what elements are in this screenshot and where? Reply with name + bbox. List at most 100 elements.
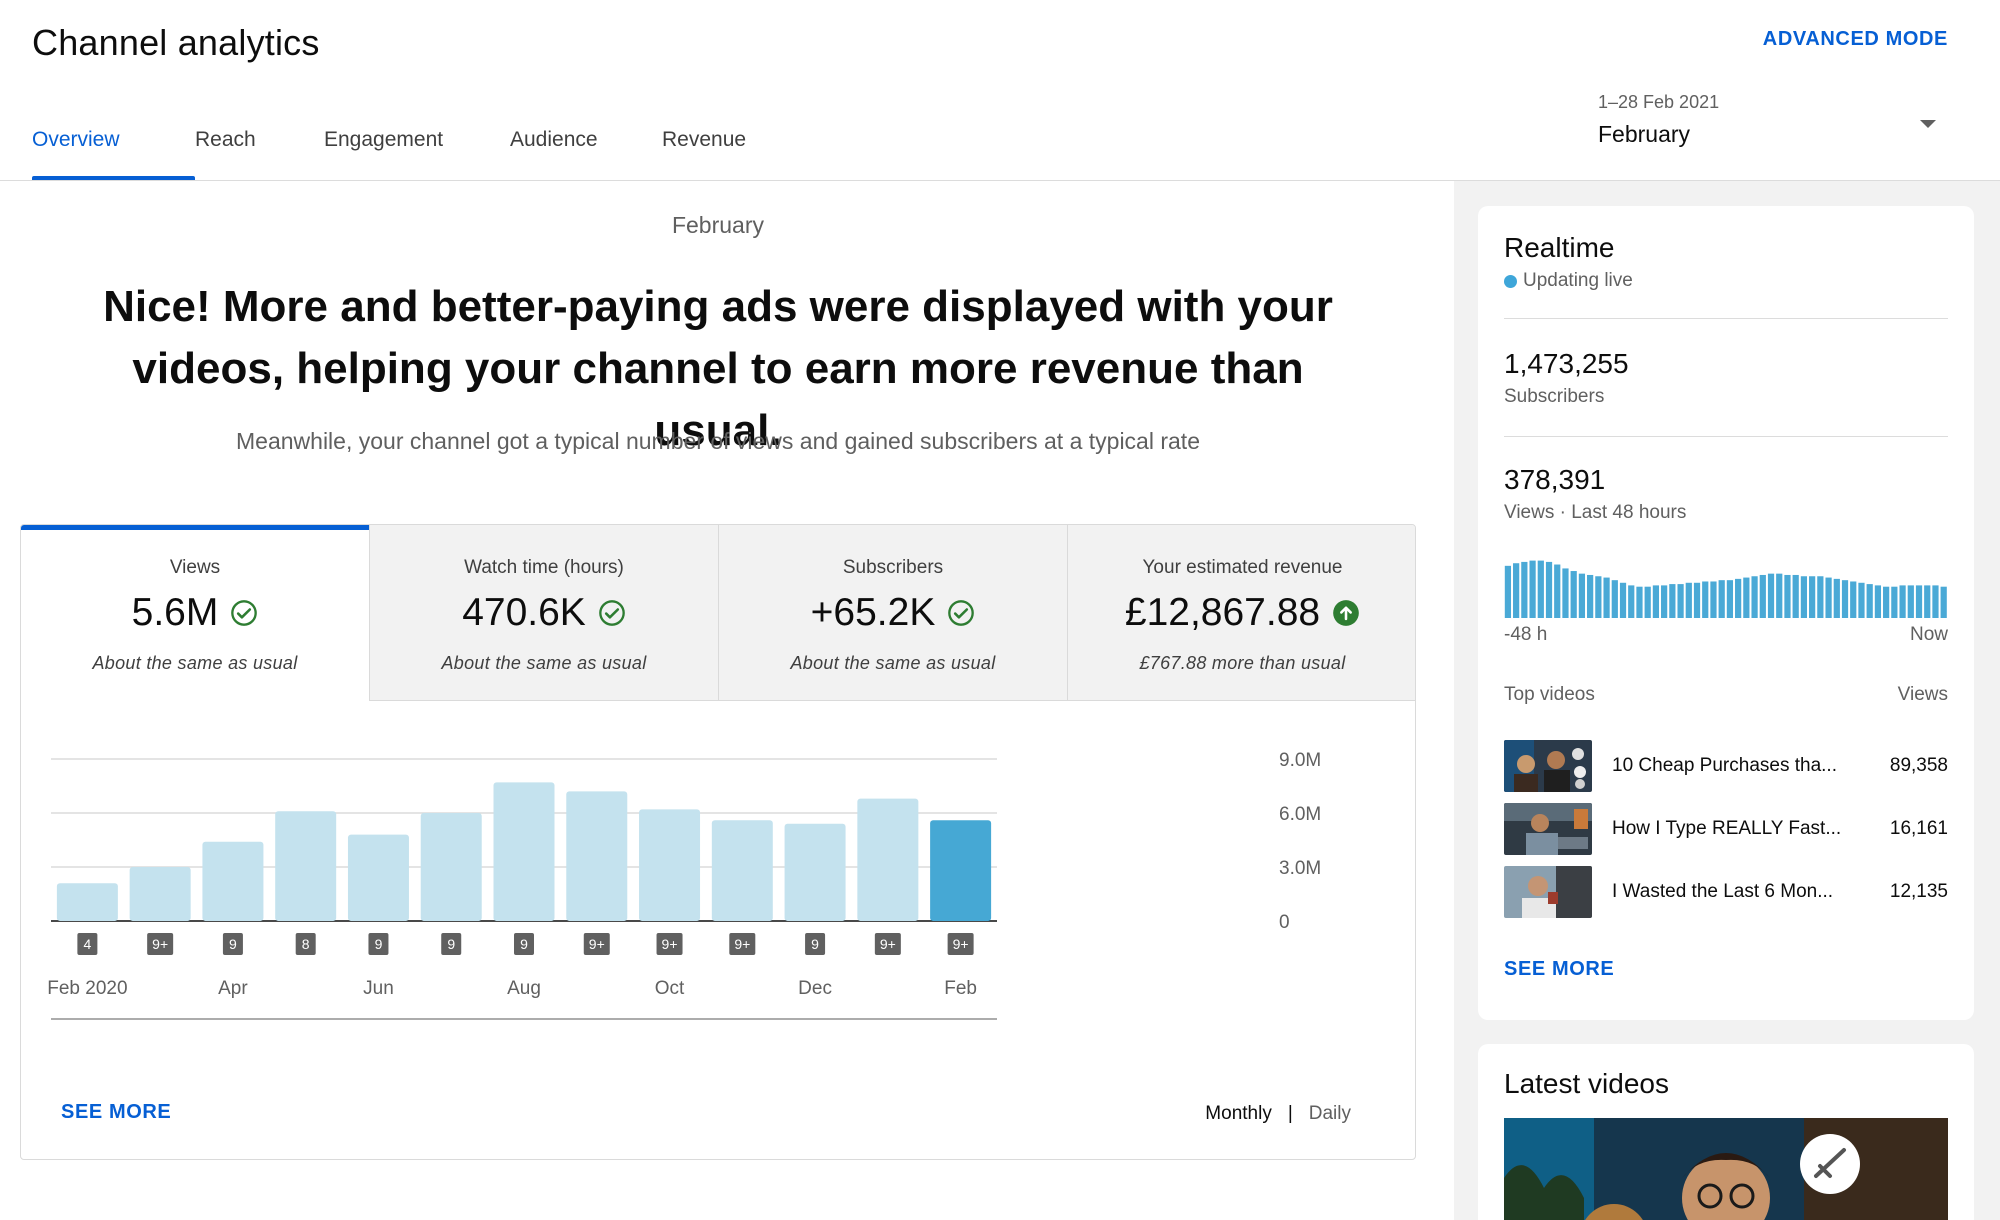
spark-bar — [1767, 573, 1775, 618]
spark-bar — [1718, 580, 1725, 618]
upload-badge — [222, 933, 243, 955]
divider — [1504, 436, 1948, 437]
spark-bar — [1636, 586, 1643, 618]
realtime-sparkline[interactable] — [1504, 554, 1948, 618]
realtime-subscribers-value: 1,473,255 — [1504, 348, 1629, 379]
granularity-toggle: Monthly | Daily — [1205, 1103, 1351, 1125]
realtime-title: Realtime — [1504, 232, 1615, 263]
video-title: I Wasted the Last 6 Mon... — [1612, 881, 1834, 902]
x-tick-label: Feb — [944, 978, 977, 999]
tab-overview[interactable]: Overview — [32, 128, 195, 180]
spark-bar — [1759, 574, 1766, 618]
summary-headline: Nice! More and better-paying ads were di… — [103, 282, 1333, 455]
spark-bar — [1710, 581, 1717, 618]
upload-badge — [77, 933, 98, 955]
upload-badge — [874, 933, 901, 955]
spark-bar — [1521, 561, 1528, 618]
upload-badge — [583, 933, 610, 955]
spark-bar — [1735, 578, 1742, 618]
bar — [202, 841, 264, 921]
spark-bar — [1677, 584, 1684, 618]
spark-bar — [1693, 582, 1701, 618]
metric-note: About the same as usual — [790, 653, 996, 673]
spark-bar — [1841, 580, 1849, 618]
metric-watch-time[interactable]: Watch time (hours) 470.6K About the same… — [370, 525, 719, 701]
spark-bar — [1685, 582, 1692, 618]
spark-bar — [1726, 580, 1734, 618]
spark-bar — [1932, 585, 1939, 618]
upload-badge — [729, 933, 756, 955]
metric-label: Watch time (hours) — [464, 557, 624, 578]
top-video-row[interactable]: I Wasted the Last 6 Mon... 12,135 — [1504, 866, 1948, 918]
metric-revenue[interactable]: Your estimated revenue £12,867.88 £767.8… — [1068, 525, 1415, 701]
latest-video-thumbnail[interactable] — [1504, 1118, 1948, 1220]
spark-bar — [1595, 576, 1602, 618]
spark-bar — [1570, 571, 1577, 618]
metric-subscribers[interactable]: Subscribers +65.2K About the same as usu… — [719, 525, 1068, 701]
date-range-picker[interactable]: 1–28 Feb 2021 February — [1598, 92, 1948, 162]
bar — [784, 823, 846, 921]
spark-bar — [1891, 586, 1898, 618]
caret-down-icon — [1920, 120, 1936, 128]
latest-videos-title: Latest videos — [1504, 1068, 1669, 1099]
metric-label: Subscribers — [842, 557, 944, 578]
views-bar-chart: 0 3.0M 6.0M 9.0M 4 Feb 2020 9+ 9 Apr 8 9 Jun 9 9 Aug 9+… — [47, 750, 1321, 1020]
bar — [420, 813, 482, 921]
spark-bar — [1850, 581, 1857, 618]
monthly-option[interactable]: Monthly — [1205, 1103, 1272, 1124]
spark-bar — [1603, 577, 1610, 618]
spark-bar — [1751, 576, 1758, 618]
metric-note: About the same as usual — [92, 653, 298, 673]
check-circle-icon — [948, 600, 975, 626]
spark-bar — [1644, 586, 1651, 618]
top-videos-label: Top videos — [1504, 684, 1595, 705]
spark-bar — [1661, 585, 1668, 618]
tab-reach[interactable]: Reach — [195, 128, 256, 151]
spark-bar — [1628, 585, 1635, 618]
daily-option[interactable]: Daily — [1308, 1103, 1351, 1124]
spark-bar — [1587, 574, 1594, 618]
tab-revenue[interactable]: Revenue — [662, 128, 747, 151]
metric-views[interactable]: Views 5.6M About the same as usual — [21, 525, 370, 701]
upload-badge — [656, 933, 683, 955]
top-video-row[interactable]: How I Type REALLY Fast... 16,161 — [1504, 803, 1948, 855]
spark-bar — [1545, 561, 1553, 618]
spark-bar — [1578, 573, 1586, 618]
video-thumbnail — [1504, 740, 1592, 792]
upload-badge-label: 9+ — [662, 936, 678, 952]
tab-audience[interactable]: Audience — [510, 128, 598, 151]
advanced-mode-button[interactable]: ADVANCED MODE — [1762, 28, 1948, 50]
y-tick-label: 3.0M — [1279, 858, 1321, 879]
upload-badge — [947, 933, 974, 955]
separator: | — [1287, 1103, 1293, 1124]
tab-engagement[interactable]: Engagement — [324, 128, 444, 151]
bar — [129, 867, 191, 921]
analytics-tabs: Overview Reach Engagement Audience Reven… — [32, 128, 782, 180]
see-more-button[interactable]: SEE MORE — [1504, 958, 1615, 980]
metric-value: 470.6K — [462, 591, 586, 634]
spark-bar — [1743, 577, 1750, 618]
see-more-button[interactable]: SEE MORE — [61, 1101, 172, 1123]
upload-badge — [295, 933, 316, 955]
upload-badge — [147, 933, 174, 955]
metric-value: £12,867.88 — [1124, 591, 1321, 634]
live-label: Updating live — [1523, 270, 1633, 291]
spark-bar — [1800, 576, 1808, 618]
upload-badge-label: 9+ — [880, 936, 896, 952]
x-tick-label: Aug — [507, 978, 541, 999]
upload-badge-label: 9 — [375, 936, 383, 952]
spark-bar — [1652, 585, 1660, 618]
spark-bar — [1866, 584, 1873, 618]
x-tick-label: Feb 2020 — [47, 978, 127, 999]
spark-bar — [1611, 580, 1618, 618]
upload-badge-label: 9 — [447, 936, 455, 952]
video-title: How I Type REALLY Fast... — [1612, 818, 1842, 839]
spark-bar — [1513, 563, 1520, 618]
y-tick-label: 0 — [1279, 912, 1290, 933]
bar — [493, 782, 555, 921]
live-dot-icon — [1504, 274, 1517, 288]
bar — [711, 820, 773, 921]
header-divider — [0, 180, 2000, 181]
top-video-row[interactable]: 10 Cheap Purchases tha... 89,358 — [1504, 740, 1948, 792]
metric-label: Views — [169, 557, 221, 578]
